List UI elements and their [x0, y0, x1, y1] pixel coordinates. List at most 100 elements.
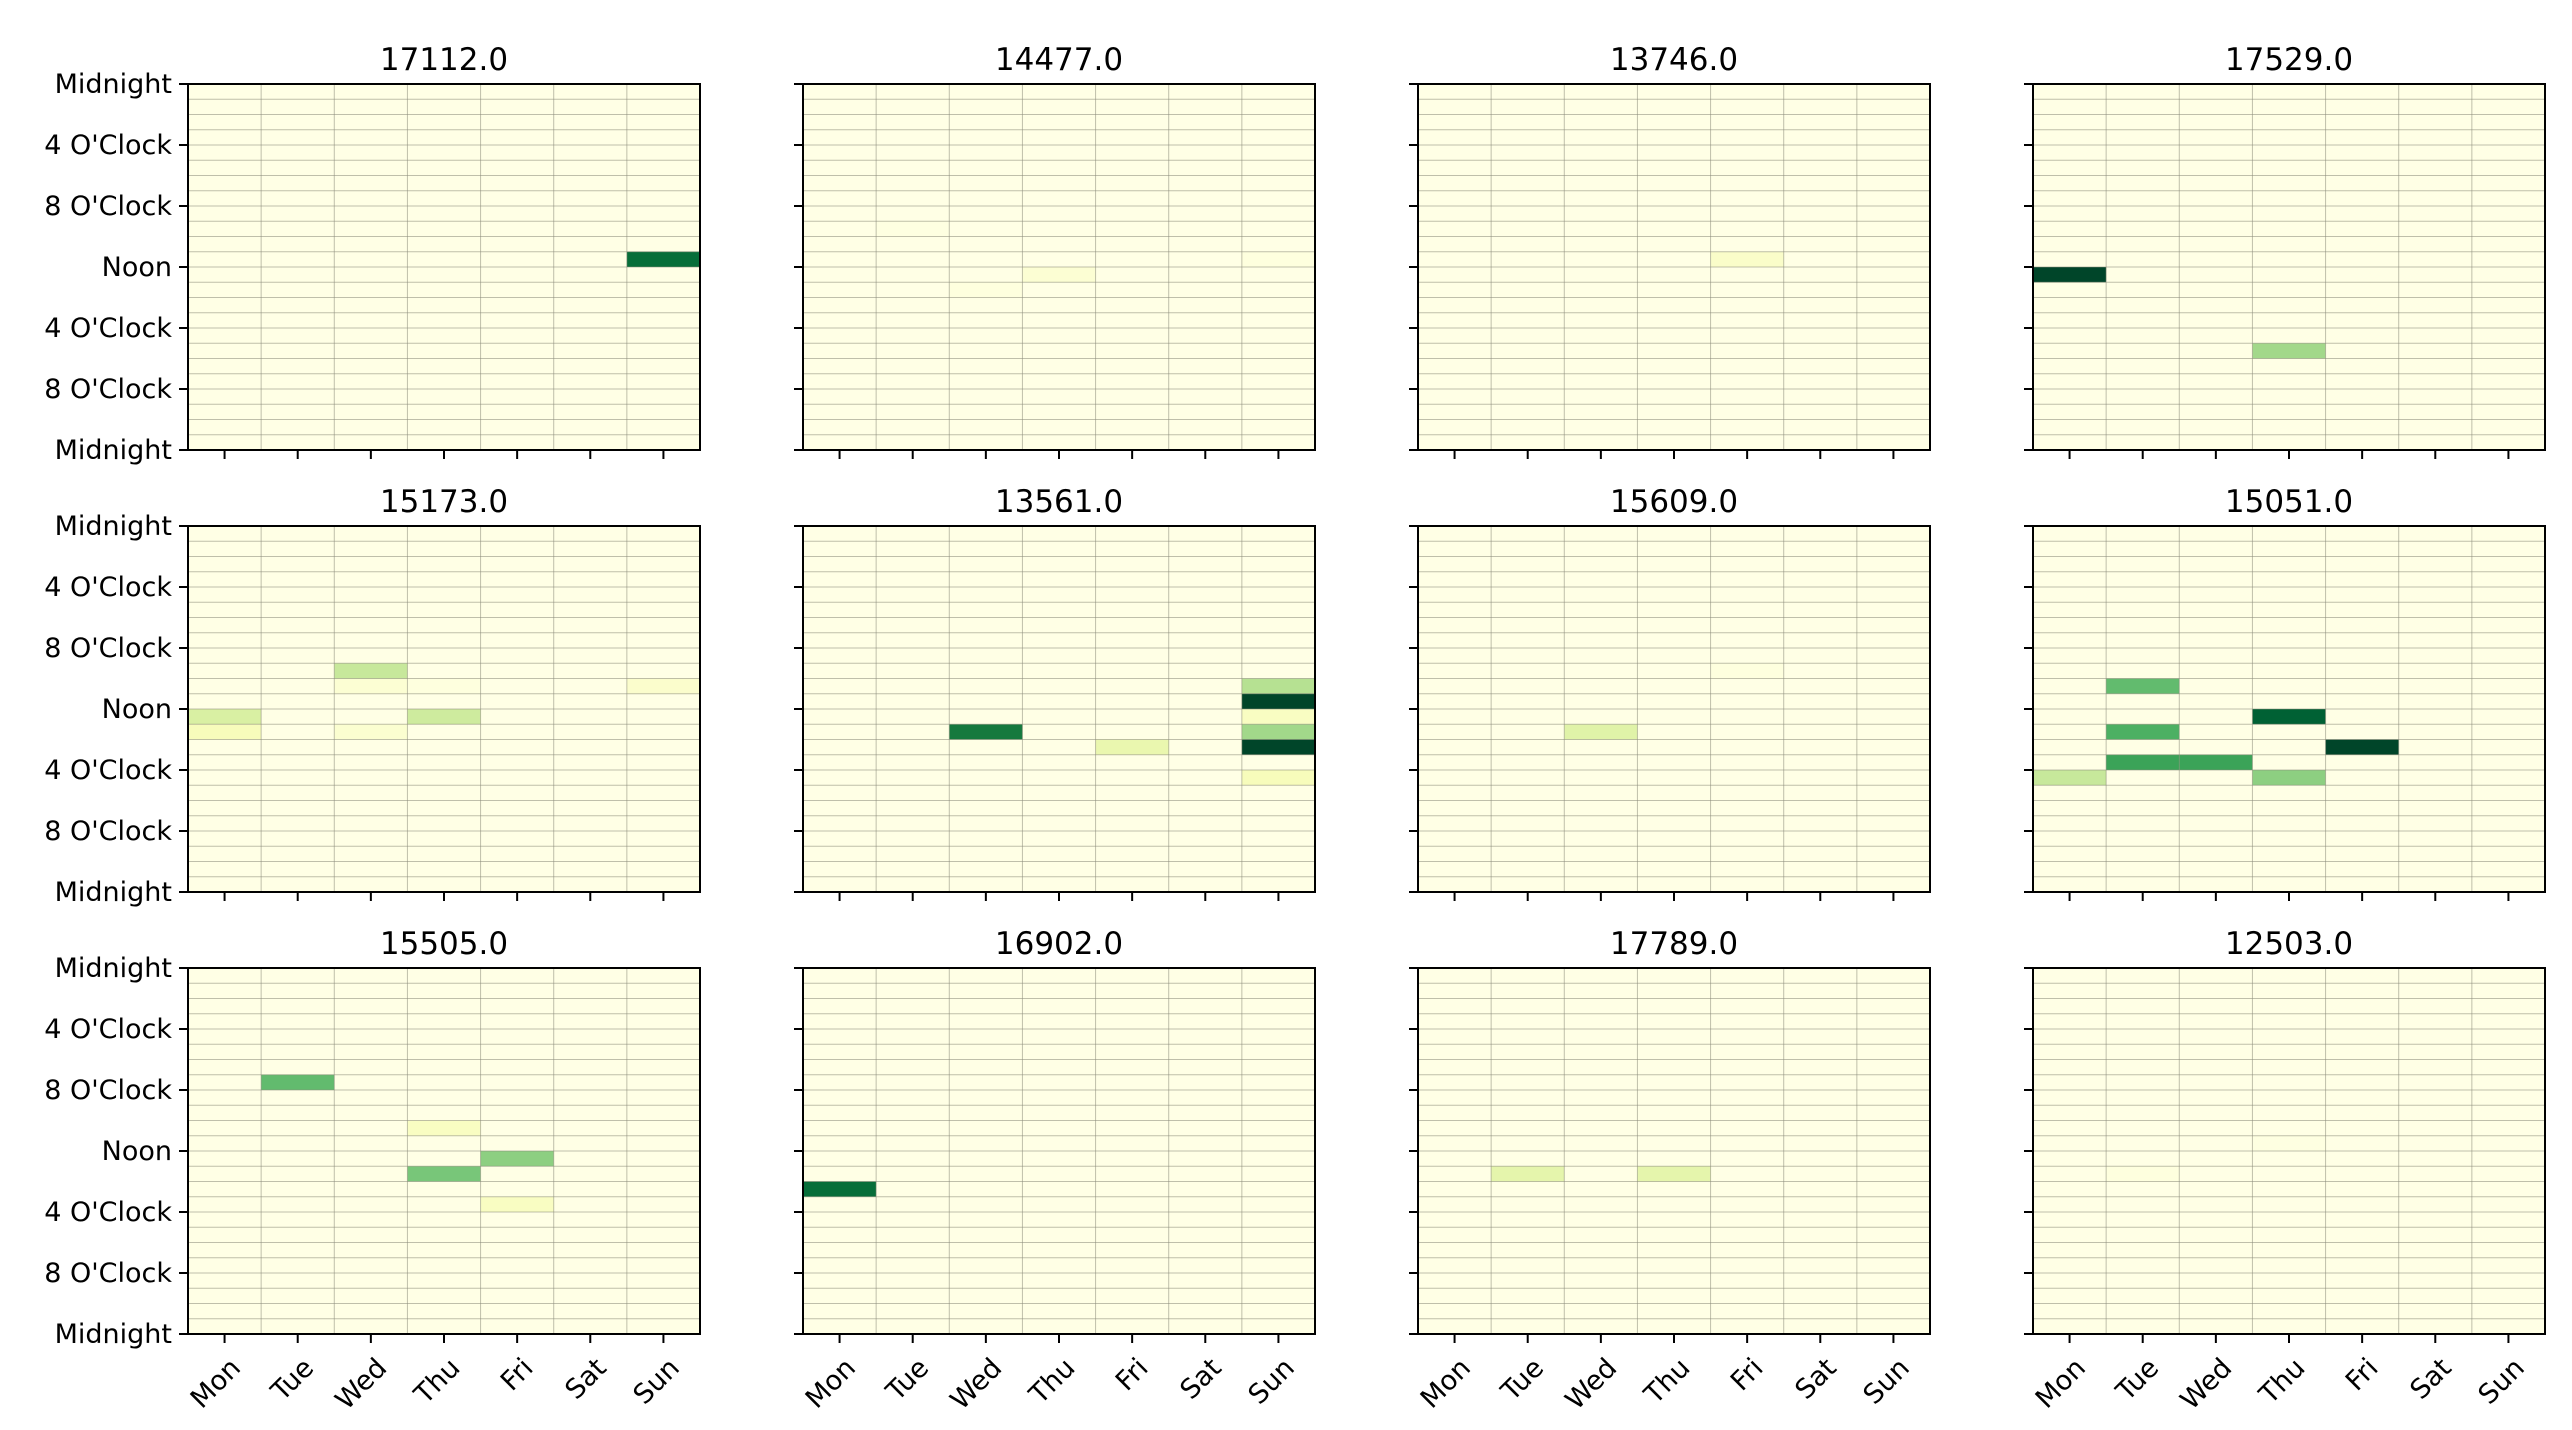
y-tick-label: 4 O'Clock — [44, 1014, 172, 1045]
y-tick-label: 4 O'Clock — [44, 572, 172, 603]
heatmap-cell — [2179, 754, 2253, 770]
heatmap-cell — [261, 1074, 335, 1090]
heatmap-cell — [2033, 267, 2107, 283]
heatmap-cell — [2252, 343, 2326, 359]
x-tick-label: Tue — [1495, 1352, 1550, 1407]
heatmap-cell — [188, 709, 262, 725]
heatmap-cell — [1022, 267, 1096, 283]
x-tick-label: Sun — [628, 1352, 686, 1410]
x-tick-label: Sun — [2473, 1352, 2531, 1410]
x-tick-label: Tue — [2110, 1352, 2165, 1407]
heatmap-cell — [626, 678, 700, 694]
y-tick-label: Midnight — [55, 435, 172, 466]
heatmap-cell — [2106, 1166, 2180, 1182]
heatmap-cell — [480, 1196, 554, 1212]
x-tick-label: Sun — [1243, 1352, 1301, 1410]
heatmap-cell — [1241, 678, 1315, 694]
panel-title: 13746.0 — [1610, 42, 1738, 78]
heatmap-panel: 15609.0 — [1409, 484, 1931, 901]
heatmap-cell — [1095, 739, 1169, 755]
x-tick-label: Thu — [1023, 1352, 1081, 1410]
panel-title: 16902.0 — [995, 926, 1123, 962]
heatmap-panel: 12503.0 Mon Tue Wed Thu Fri Sat Sun — [2024, 926, 2546, 1416]
x-tick-label: Wed — [2175, 1352, 2239, 1416]
heatmap-cell — [334, 678, 408, 694]
heatmap-cell — [1241, 739, 1315, 755]
heatmap-cell — [1241, 709, 1315, 725]
x-tick-label: Fri — [495, 1352, 540, 1397]
x-tick-label: Tue — [265, 1352, 320, 1407]
heatmap-cell — [626, 251, 700, 267]
y-tick-label: 4 O'Clock — [44, 1197, 172, 1228]
heatmap-cell — [334, 663, 408, 679]
panel-title: 15505.0 — [380, 926, 508, 962]
x-tick-label: Thu — [408, 1352, 466, 1410]
heatmap-cell — [407, 678, 481, 694]
heatmap-cell — [1710, 663, 1784, 679]
heatmap-panel: 17789.0 Mon Tue Wed Thu Fri Sat Sun — [1409, 926, 1931, 1416]
heatmap-panel: 15051.0 — [2024, 484, 2546, 901]
x-tick-label: Thu — [2253, 1352, 2311, 1410]
x-tick-label: Sat — [1789, 1352, 1842, 1405]
y-tick-label: Midnight — [55, 1319, 172, 1350]
x-tick-label: Wed — [330, 1352, 394, 1416]
x-tick-label: Thu — [1638, 1352, 1696, 1410]
x-tick-label: Mon — [185, 1352, 247, 1414]
heatmap-cell — [1241, 693, 1315, 709]
heatmap-cell — [2252, 709, 2326, 725]
panel-title: 17112.0 — [380, 42, 508, 78]
x-tick-label: Sat — [2404, 1352, 2457, 1405]
x-tick-label: Mon — [1415, 1352, 1477, 1414]
heatmap-cell — [2106, 754, 2180, 770]
heatmap-cell — [2252, 1135, 2326, 1151]
heatmap-cell — [407, 709, 481, 725]
heatmap-panel: 13746.0 — [1409, 42, 1931, 459]
x-tick-label: Fri — [1110, 1352, 1155, 1397]
x-tick-label: Wed — [945, 1352, 1009, 1416]
heatmap-panel: 14477.0 — [794, 42, 1316, 459]
heatmap-cell — [1491, 1166, 1565, 1182]
heatmap-cell — [407, 1120, 481, 1136]
heatmap-cell — [2325, 739, 2399, 755]
panel-title: 17789.0 — [1610, 926, 1738, 962]
heatmap-cell — [949, 282, 1023, 298]
panel-title: 17529.0 — [2225, 42, 2353, 78]
y-tick-label: Midnight — [55, 69, 172, 100]
y-tick-label: 8 O'Clock — [44, 374, 172, 405]
heatmap-cell — [2106, 678, 2180, 694]
y-tick-label: Noon — [102, 252, 172, 283]
heatmap-cell — [2033, 770, 2107, 786]
y-tick-label: 8 O'Clock — [44, 1075, 172, 1106]
y-tick-label: 8 O'Clock — [44, 191, 172, 222]
heatmap-cell — [1637, 1166, 1711, 1182]
heatmap-cell — [480, 1151, 554, 1167]
heatmap-panel: 13561.0 — [794, 484, 1316, 901]
y-tick-label: 4 O'Clock — [44, 313, 172, 344]
heatmap-cell — [803, 1181, 877, 1197]
y-tick-label: 4 O'Clock — [44, 130, 172, 161]
panel-title: 15051.0 — [2225, 484, 2353, 520]
heatmap-cell — [1241, 724, 1315, 740]
heatmap-cell — [1564, 724, 1638, 740]
x-tick-label: Mon — [800, 1352, 862, 1414]
heatmap-panel: 15505.0 Midnight 4 O'Clock 8 O'Clock Noon 4 O… — [44, 926, 701, 1416]
heatmap-cell — [876, 221, 950, 237]
panel-title: 15609.0 — [1610, 484, 1738, 520]
x-tick-label: Tue — [880, 1352, 935, 1407]
heatmap-cell — [2106, 724, 2180, 740]
y-tick-label: Midnight — [55, 877, 172, 908]
y-tick-label: 8 O'Clock — [44, 633, 172, 664]
heatmap-panel: 17529.0 — [2024, 42, 2546, 459]
heatmap-cell — [1241, 770, 1315, 786]
heatmap-cell — [334, 724, 408, 740]
heatmap-panel: 16902.0 Mon Tue Wed Thu Fri Sat Sun — [794, 926, 1316, 1416]
x-tick-label: Fri — [1725, 1352, 1770, 1397]
panel-title: 12503.0 — [2225, 926, 2353, 962]
heatmap-panel: 17112.0 Midnight 4 O'Clock 8 O'Clock Noon 4 O… — [44, 42, 701, 466]
y-tick-label: 8 O'Clock — [44, 1258, 172, 1289]
heatmap-panel: 15173.0 Midnight 4 O'Clock 8 O'Clock Noon 4 O… — [44, 484, 701, 908]
x-tick-label: Mon — [2030, 1352, 2092, 1414]
x-tick-label: Sat — [559, 1352, 612, 1405]
x-tick-label: Fri — [2340, 1352, 2385, 1397]
